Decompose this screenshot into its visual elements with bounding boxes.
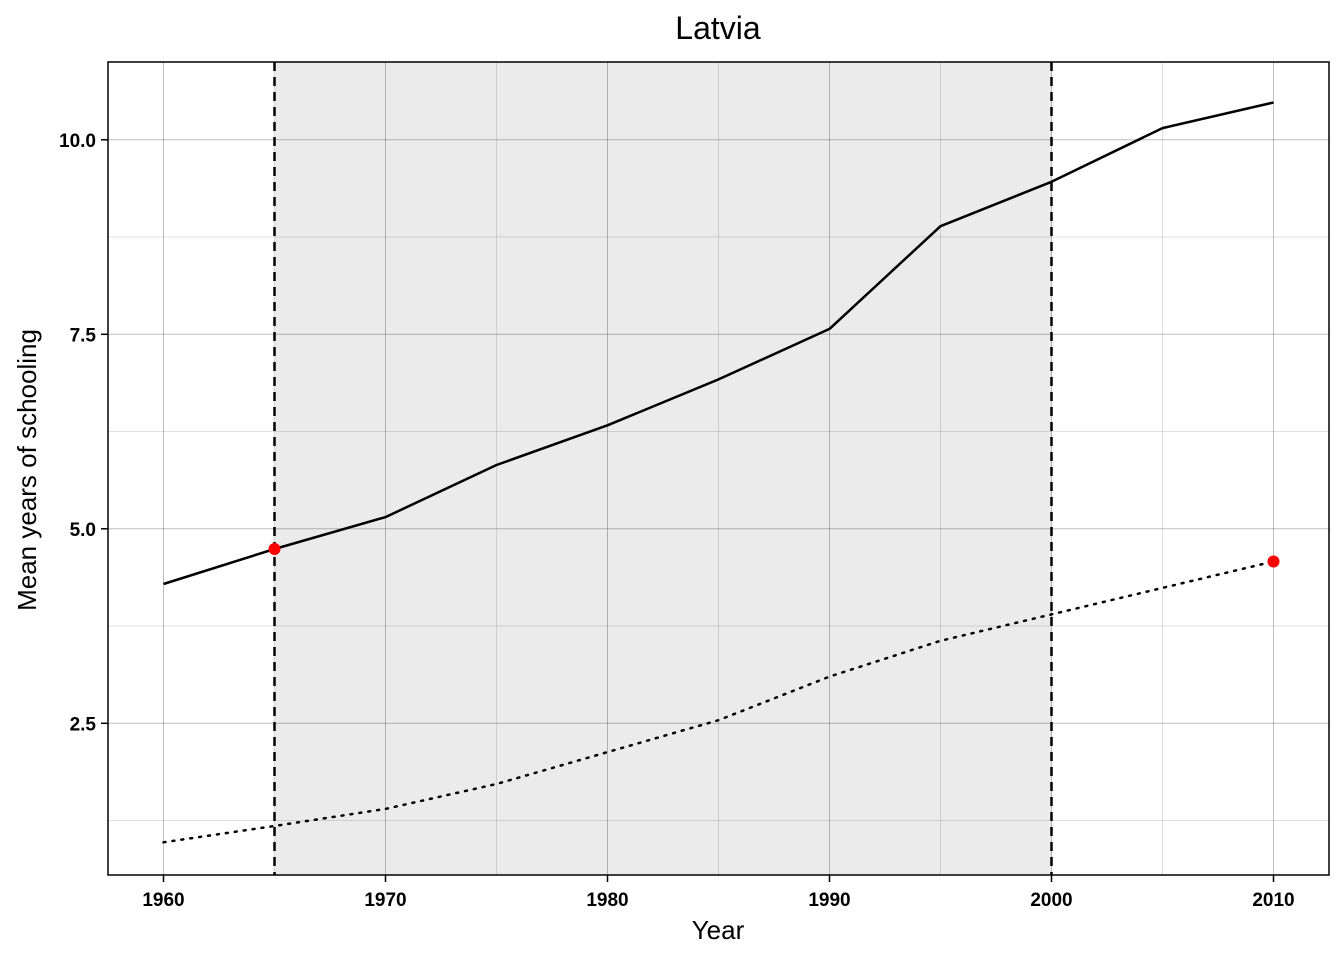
shaded-region (274, 62, 1052, 875)
plot-border (107, 61, 1330, 876)
x-tick-label: 2000 (1030, 890, 1072, 911)
x-tick-label: 1990 (808, 890, 850, 911)
x-tick-label: 1960 (142, 890, 184, 911)
y-tick-label: 7.5 (70, 325, 97, 346)
chart-title: Latvia (675, 10, 761, 46)
series-line-solid (163, 101, 1274, 586)
series-line-dotted (162, 560, 1275, 844)
highlight-point (268, 543, 281, 556)
highlight-point (1267, 555, 1280, 568)
x-tick-label: 1970 (364, 890, 406, 911)
y-tick-label: 5.0 (70, 520, 96, 541)
y-axis-title: Mean years of schooling (12, 329, 42, 611)
y-tick-label: 10.0 (59, 131, 96, 152)
x-axis-title: Year (692, 915, 745, 945)
x-tick-label: 1980 (586, 890, 628, 911)
y-tick-label: 2.5 (70, 714, 97, 735)
x-tick-label: 2010 (1252, 890, 1294, 911)
